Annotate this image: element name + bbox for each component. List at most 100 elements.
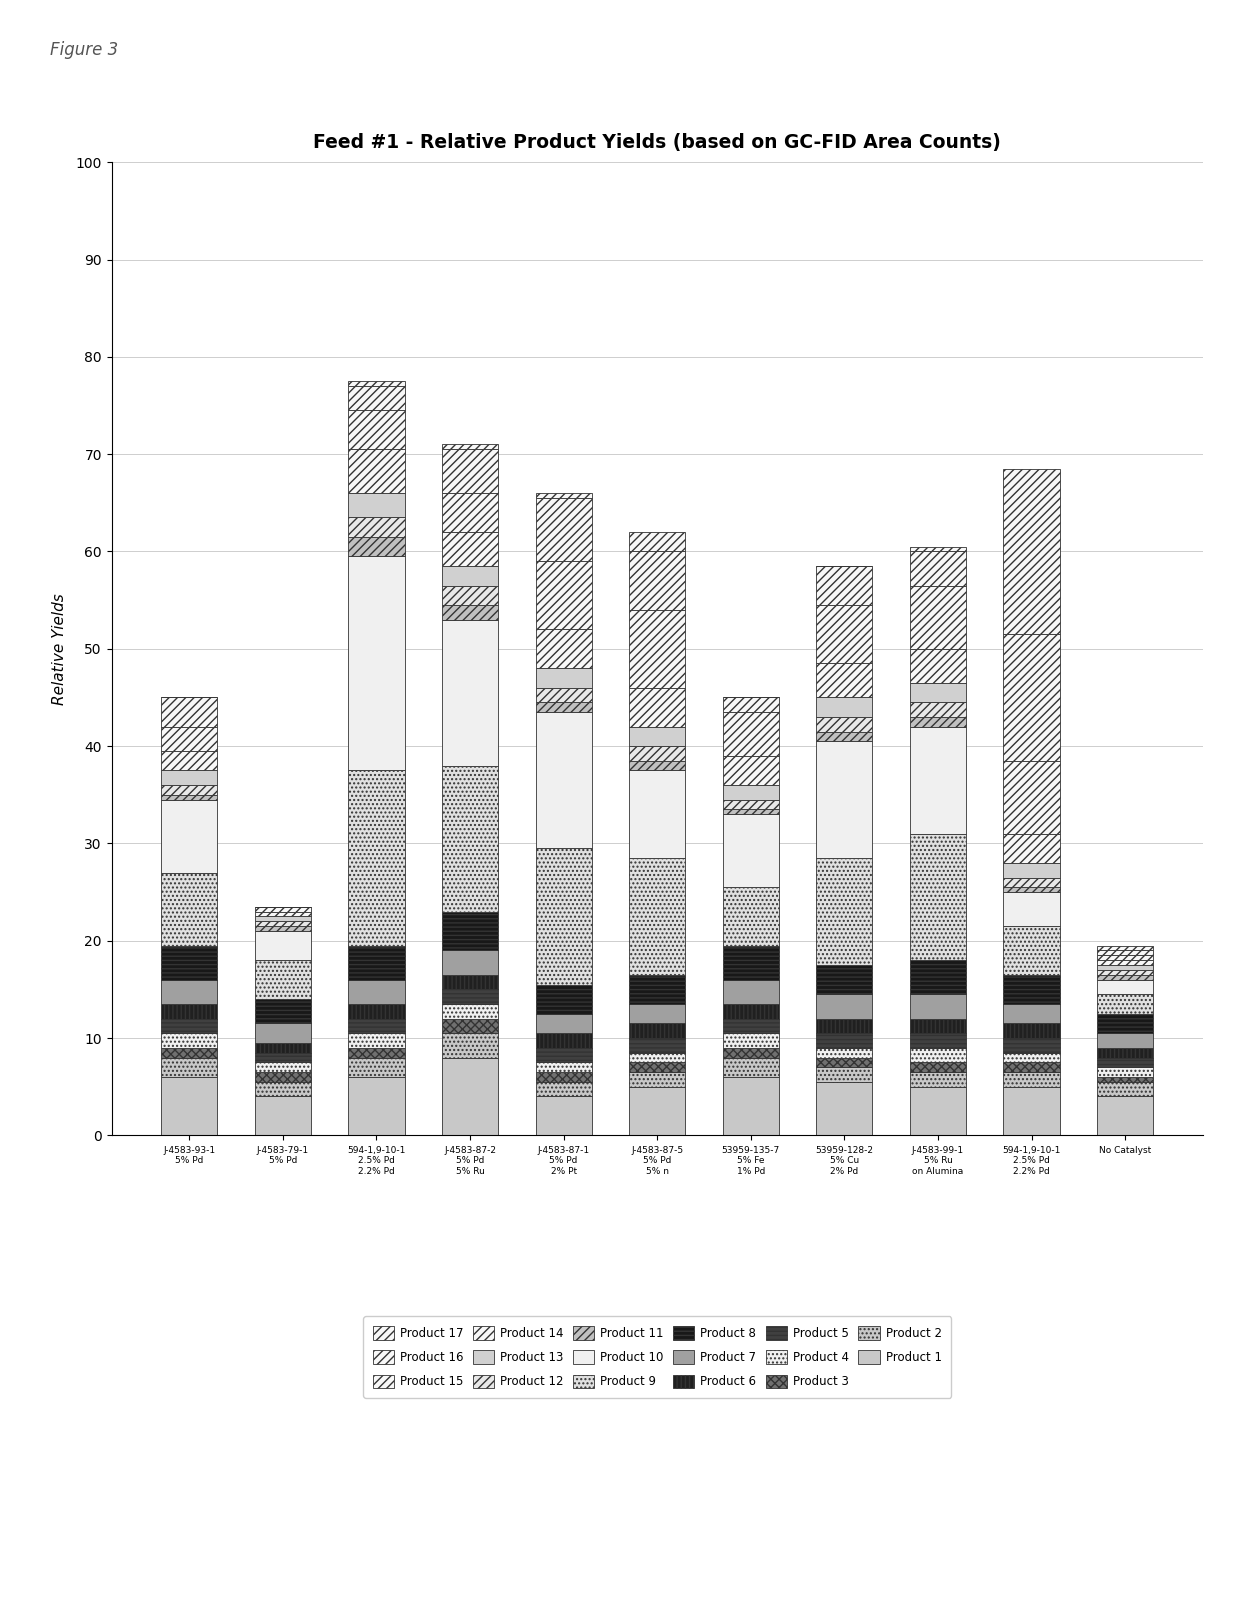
Bar xyxy=(629,551,686,610)
Bar xyxy=(816,1082,873,1135)
Bar xyxy=(348,770,404,946)
Bar xyxy=(254,931,311,960)
Bar xyxy=(1003,1062,1060,1072)
Bar xyxy=(254,999,311,1023)
Bar xyxy=(723,980,779,1004)
Bar xyxy=(723,1004,779,1019)
Bar xyxy=(254,1023,311,1043)
Bar xyxy=(1003,892,1060,926)
Bar xyxy=(1003,834,1060,863)
Bar xyxy=(910,1062,966,1072)
Bar xyxy=(441,766,498,912)
Bar xyxy=(441,620,498,766)
Bar xyxy=(1003,1072,1060,1087)
Bar xyxy=(1003,1053,1060,1062)
Bar xyxy=(629,1038,686,1053)
Bar xyxy=(441,586,498,605)
Bar xyxy=(254,926,311,931)
Bar xyxy=(441,449,498,493)
Bar xyxy=(1003,1004,1060,1023)
Bar xyxy=(629,1004,686,1023)
Bar xyxy=(816,994,873,1019)
Bar xyxy=(1097,965,1153,970)
Bar xyxy=(161,1004,217,1019)
Bar xyxy=(1097,955,1153,960)
Bar xyxy=(816,1033,873,1048)
Title: Feed #1 - Relative Product Yields (based on GC-FID Area Counts): Feed #1 - Relative Product Yields (based… xyxy=(314,133,1001,152)
Bar xyxy=(254,916,311,921)
Bar xyxy=(1003,634,1060,761)
Bar xyxy=(536,1062,591,1072)
Bar xyxy=(629,1062,686,1072)
Bar xyxy=(1097,1048,1153,1058)
Bar xyxy=(161,785,217,795)
Bar xyxy=(723,946,779,980)
Bar xyxy=(723,1019,779,1033)
Bar xyxy=(1003,469,1060,634)
Bar xyxy=(348,517,404,537)
Bar xyxy=(348,1077,404,1135)
Bar xyxy=(629,1072,686,1087)
Bar xyxy=(910,1072,966,1087)
Bar xyxy=(629,1023,686,1038)
Bar xyxy=(536,668,591,688)
Bar xyxy=(723,800,779,809)
Bar xyxy=(629,746,686,761)
Bar xyxy=(348,410,404,449)
Bar xyxy=(629,1087,686,1135)
Bar xyxy=(161,751,217,770)
Bar xyxy=(348,1048,404,1058)
Bar xyxy=(816,741,873,858)
Bar xyxy=(910,717,966,727)
Bar xyxy=(536,561,591,629)
Bar xyxy=(161,1019,217,1033)
Text: Figure 3: Figure 3 xyxy=(50,41,118,58)
Bar xyxy=(348,381,404,386)
Bar xyxy=(441,1004,498,1019)
Bar xyxy=(441,975,498,989)
Bar xyxy=(254,1043,311,1053)
Bar xyxy=(910,547,966,551)
Bar xyxy=(910,727,966,834)
Bar xyxy=(629,688,686,727)
Bar xyxy=(536,848,591,985)
Bar xyxy=(441,493,498,532)
Bar xyxy=(348,980,404,1004)
Bar xyxy=(723,1058,779,1077)
Bar xyxy=(161,873,217,946)
Bar xyxy=(816,1019,873,1033)
Bar xyxy=(254,1053,311,1062)
Bar xyxy=(723,1048,779,1058)
Bar xyxy=(536,1072,591,1082)
Bar xyxy=(910,1048,966,1062)
Bar xyxy=(816,697,873,717)
Bar xyxy=(441,912,498,950)
Bar xyxy=(910,994,966,1019)
Bar xyxy=(441,1019,498,1033)
Bar xyxy=(441,989,498,1004)
Bar xyxy=(723,756,779,785)
Bar xyxy=(629,761,686,770)
Legend: Product 17, Product 16, Product 15, Product 14, Product 13, Product 12, Product : Product 17, Product 16, Product 15, Prod… xyxy=(363,1317,951,1398)
Bar xyxy=(1097,1082,1153,1096)
Bar xyxy=(161,1077,217,1135)
Bar xyxy=(536,712,591,848)
Bar xyxy=(536,1082,591,1096)
Y-axis label: Relative Yields: Relative Yields xyxy=(52,594,67,704)
Bar xyxy=(536,629,591,668)
Bar xyxy=(536,702,591,712)
Bar xyxy=(161,727,217,751)
Bar xyxy=(910,551,966,586)
Bar xyxy=(536,493,591,498)
Bar xyxy=(536,498,591,561)
Bar xyxy=(723,697,779,712)
Bar xyxy=(816,717,873,732)
Bar xyxy=(161,1058,217,1077)
Bar xyxy=(723,1077,779,1135)
Bar xyxy=(536,1033,591,1048)
Bar xyxy=(1097,960,1153,965)
Bar xyxy=(816,1048,873,1058)
Bar xyxy=(254,921,311,926)
Bar xyxy=(816,605,873,663)
Bar xyxy=(723,809,779,814)
